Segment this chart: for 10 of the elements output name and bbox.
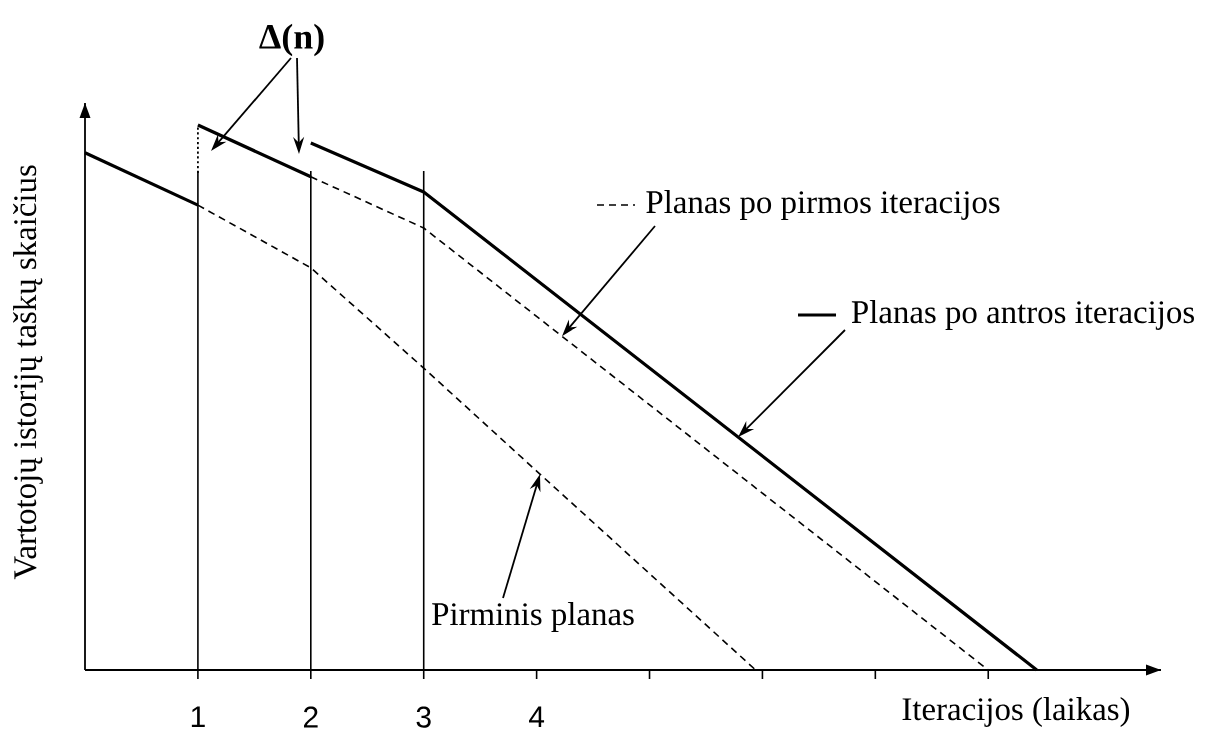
x-tick-label: 3 bbox=[416, 706, 431, 728]
series-label: Pirminis planas bbox=[432, 602, 634, 632]
x-axis-title: Iteracijos (laikas) bbox=[902, 697, 1130, 727]
legend-label: Planas po antros iteracijos bbox=[851, 300, 1194, 330]
x-tick-label: 2 bbox=[304, 706, 318, 728]
x-tick-label: 1 bbox=[191, 706, 205, 728]
legend-label: Planas po pirmos iteracijos bbox=[646, 190, 1000, 220]
x-tick-label: 4 bbox=[529, 706, 545, 728]
text: Δ(n) bbox=[259, 23, 324, 57]
y-axis-title: Vartotojų istorijų taškų skaičius bbox=[13, 165, 43, 580]
